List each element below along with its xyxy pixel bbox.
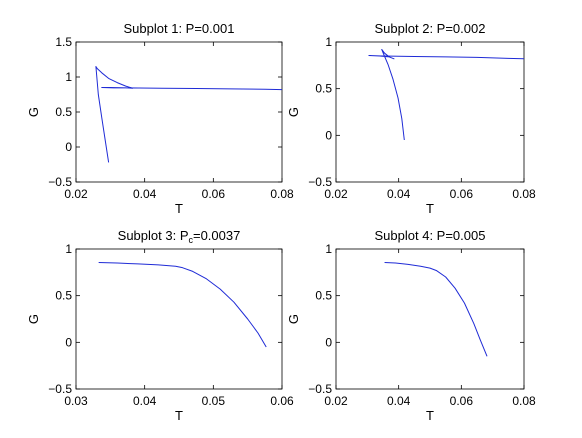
x-tick-label: 0.08 xyxy=(270,187,294,201)
subplot-title: Subplot 3: Pc=0.0037 xyxy=(118,228,241,245)
x-tick-label: 0.02 xyxy=(64,187,88,201)
title-suffix: =0.0037 xyxy=(193,228,240,243)
plot-area xyxy=(75,248,283,390)
x-tick-label: 0.06 xyxy=(202,187,226,201)
x-axis-label: T xyxy=(426,408,434,423)
y-tick-label: 1 xyxy=(65,242,72,256)
x-tick-label: 0.05 xyxy=(202,394,226,408)
y-axis-label: G xyxy=(286,107,301,117)
y-tick-label: 1 xyxy=(325,242,332,256)
subplot-4: Subplot 4: P=0.005 0.02 0.04 0.06 0.08 −0.5 0 0… xyxy=(286,228,536,423)
y-tick-label: 0.5 xyxy=(315,82,332,96)
y-tick-label: −0.5 xyxy=(48,382,72,396)
plot-area xyxy=(335,41,525,183)
g-curve-line xyxy=(384,262,488,357)
y-tick-label: 0.5 xyxy=(55,105,72,119)
subplot-title: Subplot 2: P=0.002 xyxy=(375,21,486,36)
title-suffix: =0.001 xyxy=(194,21,234,36)
y-tick-label: 0.5 xyxy=(55,289,72,303)
x-tick-label: 0.08 xyxy=(512,187,536,201)
subplot-3: Subplot 3: Pc=0.0037 0.03 0.04 0.05 0.06 −0.5… xyxy=(26,228,294,423)
x-tick-label: 0.04 xyxy=(387,394,411,408)
subplot-2: Subplot 2: P=0.002 0.02 0.04 0.06 0.08 −0.5 0 0… xyxy=(286,21,536,216)
title-suffix: =0.002 xyxy=(445,21,485,36)
subplot-1: Subplot 1: P=0.001 0.02 0.04 0.06 0.08 −0.5 0 0… xyxy=(26,21,294,216)
x-tick-label: 0.03 xyxy=(64,394,88,408)
y-tick-label: 1 xyxy=(325,35,332,49)
y-axis-label: G xyxy=(26,107,41,117)
y-axis-label: G xyxy=(286,314,301,324)
y-tick-label: 1.5 xyxy=(55,35,72,49)
y-tick-label: 0.5 xyxy=(315,289,332,303)
subplot-title: Subplot 1: P=0.001 xyxy=(124,21,235,36)
subplot-title: Subplot 4: P=0.005 xyxy=(375,228,486,243)
title-suffix: =0.005 xyxy=(445,228,485,243)
x-tick-label: 0.04 xyxy=(133,187,157,201)
y-tick-label: 0 xyxy=(65,140,72,154)
g-curve-line xyxy=(98,262,267,348)
y-axis-label: G xyxy=(26,314,41,324)
x-tick-label: 0.04 xyxy=(387,187,411,201)
x-tick-label: 0.06 xyxy=(450,187,474,201)
x-axis-label: T xyxy=(175,201,183,216)
y-tick-label: 0 xyxy=(325,128,332,142)
y-tick-label: −0.5 xyxy=(308,175,332,189)
x-axis-label: T xyxy=(426,201,434,216)
g-curve-line xyxy=(368,48,525,141)
y-tick-label: 0 xyxy=(325,335,332,349)
title-prefix: Subplot 1: P xyxy=(124,21,195,36)
title-prefix: Subplot 3: P xyxy=(118,228,189,243)
x-tick-label: 0.06 xyxy=(450,394,474,408)
x-tick-label: 0.06 xyxy=(270,394,294,408)
y-tick-label: −0.5 xyxy=(48,175,72,189)
title-prefix: Subplot 2: P xyxy=(375,21,446,36)
x-tick-label: 0.02 xyxy=(324,394,348,408)
plot-area xyxy=(75,41,283,183)
plot-area xyxy=(335,248,525,390)
title-prefix: Subplot 4: P xyxy=(375,228,446,243)
x-tick-label: 0.02 xyxy=(324,187,348,201)
y-tick-label: 1 xyxy=(65,70,72,84)
x-tick-label: 0.04 xyxy=(133,394,157,408)
title-subscript: c xyxy=(188,235,193,245)
y-tick-label: −0.5 xyxy=(308,382,332,396)
x-axis-label: T xyxy=(175,408,183,423)
g-curve-line xyxy=(95,66,283,163)
x-tick-label: 0.08 xyxy=(512,394,536,408)
y-tick-label: 0 xyxy=(65,335,72,349)
